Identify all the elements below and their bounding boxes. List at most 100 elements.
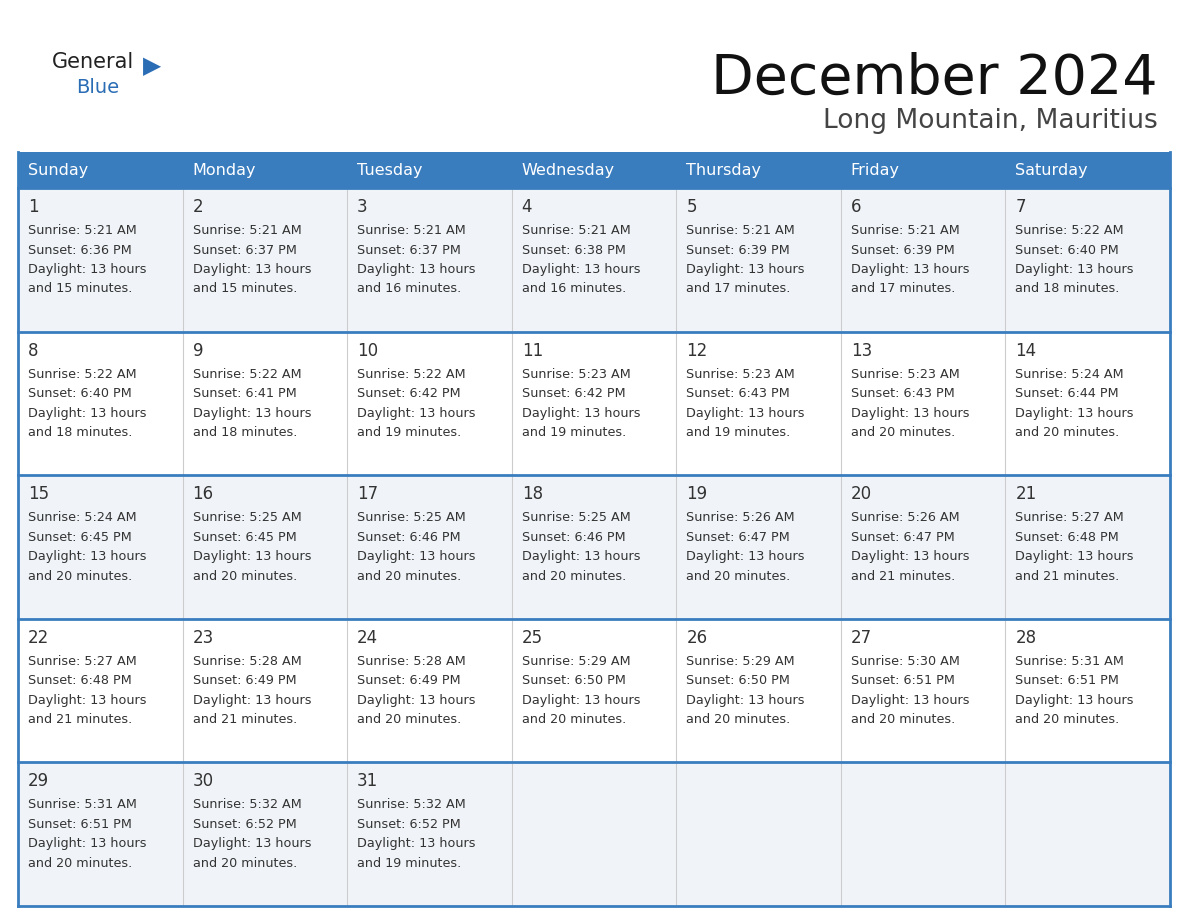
- Text: Sunset: 6:42 PM: Sunset: 6:42 PM: [358, 387, 461, 400]
- Text: and 20 minutes.: and 20 minutes.: [687, 713, 790, 726]
- Text: Daylight: 13 hours: Daylight: 13 hours: [1016, 550, 1133, 564]
- Text: 14: 14: [1016, 341, 1037, 360]
- Bar: [18, 763, 183, 906]
- Text: 28: 28: [1016, 629, 1037, 647]
- Text: Daylight: 13 hours: Daylight: 13 hours: [358, 694, 475, 707]
- Text: Sunrise: 5:22 AM: Sunrise: 5:22 AM: [192, 367, 302, 381]
- Bar: [512, 152, 676, 188]
- Text: Daylight: 13 hours: Daylight: 13 hours: [1016, 263, 1133, 276]
- Text: Daylight: 13 hours: Daylight: 13 hours: [358, 407, 475, 420]
- Text: Sunrise: 5:25 AM: Sunrise: 5:25 AM: [522, 511, 631, 524]
- Text: Sunrise: 5:25 AM: Sunrise: 5:25 AM: [192, 511, 302, 524]
- Text: Sunrise: 5:29 AM: Sunrise: 5:29 AM: [522, 655, 631, 667]
- Bar: [183, 763, 347, 906]
- Bar: [1005, 763, 1170, 906]
- Text: 21: 21: [1016, 486, 1037, 503]
- Text: Sunrise: 5:21 AM: Sunrise: 5:21 AM: [358, 224, 466, 237]
- Text: and 15 minutes.: and 15 minutes.: [29, 283, 132, 296]
- Text: 10: 10: [358, 341, 378, 360]
- Text: and 20 minutes.: and 20 minutes.: [192, 570, 297, 583]
- Text: and 20 minutes.: and 20 minutes.: [358, 570, 461, 583]
- Bar: [347, 331, 512, 476]
- Text: Daylight: 13 hours: Daylight: 13 hours: [851, 550, 969, 564]
- Text: and 19 minutes.: and 19 minutes.: [358, 856, 461, 870]
- Text: and 20 minutes.: and 20 minutes.: [522, 713, 626, 726]
- Text: Sunday: Sunday: [29, 162, 88, 177]
- Bar: [183, 188, 347, 331]
- Text: Sunset: 6:44 PM: Sunset: 6:44 PM: [1016, 387, 1119, 400]
- Text: Sunset: 6:45 PM: Sunset: 6:45 PM: [29, 531, 132, 543]
- Text: Sunset: 6:50 PM: Sunset: 6:50 PM: [522, 675, 626, 688]
- Bar: [18, 152, 183, 188]
- Bar: [347, 476, 512, 619]
- Text: Daylight: 13 hours: Daylight: 13 hours: [192, 407, 311, 420]
- Bar: [1005, 476, 1170, 619]
- Text: and 17 minutes.: and 17 minutes.: [687, 283, 791, 296]
- Text: and 16 minutes.: and 16 minutes.: [358, 283, 461, 296]
- Text: Friday: Friday: [851, 162, 899, 177]
- Bar: [1005, 619, 1170, 763]
- Bar: [841, 188, 1005, 331]
- Text: and 20 minutes.: and 20 minutes.: [358, 713, 461, 726]
- Bar: [512, 188, 676, 331]
- Text: Thursday: Thursday: [687, 162, 762, 177]
- Text: Sunset: 6:37 PM: Sunset: 6:37 PM: [192, 243, 297, 256]
- Text: 29: 29: [29, 772, 49, 790]
- Text: 19: 19: [687, 486, 707, 503]
- Bar: [347, 763, 512, 906]
- Text: Sunset: 6:45 PM: Sunset: 6:45 PM: [192, 531, 296, 543]
- Text: Sunset: 6:48 PM: Sunset: 6:48 PM: [29, 675, 132, 688]
- Bar: [841, 331, 1005, 476]
- Bar: [183, 152, 347, 188]
- Text: Sunrise: 5:27 AM: Sunrise: 5:27 AM: [1016, 511, 1124, 524]
- Text: 25: 25: [522, 629, 543, 647]
- Text: Sunset: 6:43 PM: Sunset: 6:43 PM: [687, 387, 790, 400]
- Text: Saturday: Saturday: [1016, 162, 1088, 177]
- Text: Sunrise: 5:24 AM: Sunrise: 5:24 AM: [29, 511, 137, 524]
- Text: and 20 minutes.: and 20 minutes.: [851, 713, 955, 726]
- Text: Daylight: 13 hours: Daylight: 13 hours: [687, 407, 804, 420]
- Text: Sunset: 6:39 PM: Sunset: 6:39 PM: [687, 243, 790, 256]
- Text: and 18 minutes.: and 18 minutes.: [1016, 283, 1120, 296]
- Text: Sunset: 6:47 PM: Sunset: 6:47 PM: [687, 531, 790, 543]
- Text: Sunrise: 5:32 AM: Sunrise: 5:32 AM: [192, 799, 302, 812]
- Text: Sunset: 6:43 PM: Sunset: 6:43 PM: [851, 387, 955, 400]
- Text: 4: 4: [522, 198, 532, 216]
- Text: Daylight: 13 hours: Daylight: 13 hours: [522, 263, 640, 276]
- Text: 27: 27: [851, 629, 872, 647]
- Text: 22: 22: [29, 629, 49, 647]
- Text: Daylight: 13 hours: Daylight: 13 hours: [192, 263, 311, 276]
- Bar: [347, 619, 512, 763]
- Text: Sunset: 6:51 PM: Sunset: 6:51 PM: [851, 675, 955, 688]
- Bar: [18, 188, 183, 331]
- Bar: [676, 619, 841, 763]
- Text: Sunrise: 5:21 AM: Sunrise: 5:21 AM: [192, 224, 302, 237]
- Bar: [841, 476, 1005, 619]
- Text: Daylight: 13 hours: Daylight: 13 hours: [29, 694, 146, 707]
- Bar: [18, 619, 183, 763]
- Text: Sunrise: 5:21 AM: Sunrise: 5:21 AM: [29, 224, 137, 237]
- Bar: [1005, 188, 1170, 331]
- Bar: [18, 476, 183, 619]
- Bar: [347, 152, 512, 188]
- Text: Sunrise: 5:21 AM: Sunrise: 5:21 AM: [851, 224, 960, 237]
- Text: and 21 minutes.: and 21 minutes.: [1016, 570, 1119, 583]
- Text: 30: 30: [192, 772, 214, 790]
- Text: Daylight: 13 hours: Daylight: 13 hours: [851, 407, 969, 420]
- Text: Daylight: 13 hours: Daylight: 13 hours: [851, 263, 969, 276]
- Bar: [512, 619, 676, 763]
- Text: Sunset: 6:51 PM: Sunset: 6:51 PM: [29, 818, 132, 831]
- Text: and 15 minutes.: and 15 minutes.: [192, 283, 297, 296]
- Text: and 19 minutes.: and 19 minutes.: [687, 426, 790, 439]
- Text: 2: 2: [192, 198, 203, 216]
- Bar: [18, 331, 183, 476]
- Text: Daylight: 13 hours: Daylight: 13 hours: [358, 837, 475, 850]
- Text: Daylight: 13 hours: Daylight: 13 hours: [851, 694, 969, 707]
- Bar: [841, 152, 1005, 188]
- Text: 7: 7: [1016, 198, 1026, 216]
- Text: 23: 23: [192, 629, 214, 647]
- Text: Tuesday: Tuesday: [358, 162, 423, 177]
- Text: Sunrise: 5:31 AM: Sunrise: 5:31 AM: [29, 799, 137, 812]
- Text: 8: 8: [29, 341, 38, 360]
- Text: 6: 6: [851, 198, 861, 216]
